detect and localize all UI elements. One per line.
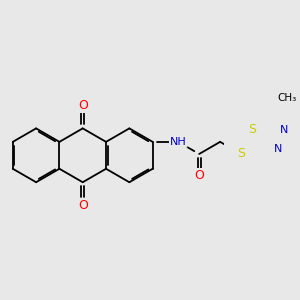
- Text: O: O: [194, 169, 204, 182]
- Text: N: N: [274, 144, 282, 154]
- Text: S: S: [237, 148, 245, 160]
- Text: O: O: [78, 199, 88, 212]
- Text: NH: NH: [170, 137, 187, 147]
- Text: S: S: [248, 124, 256, 136]
- Text: N: N: [280, 125, 288, 135]
- Text: CH₃: CH₃: [278, 93, 297, 103]
- Text: O: O: [78, 99, 88, 112]
